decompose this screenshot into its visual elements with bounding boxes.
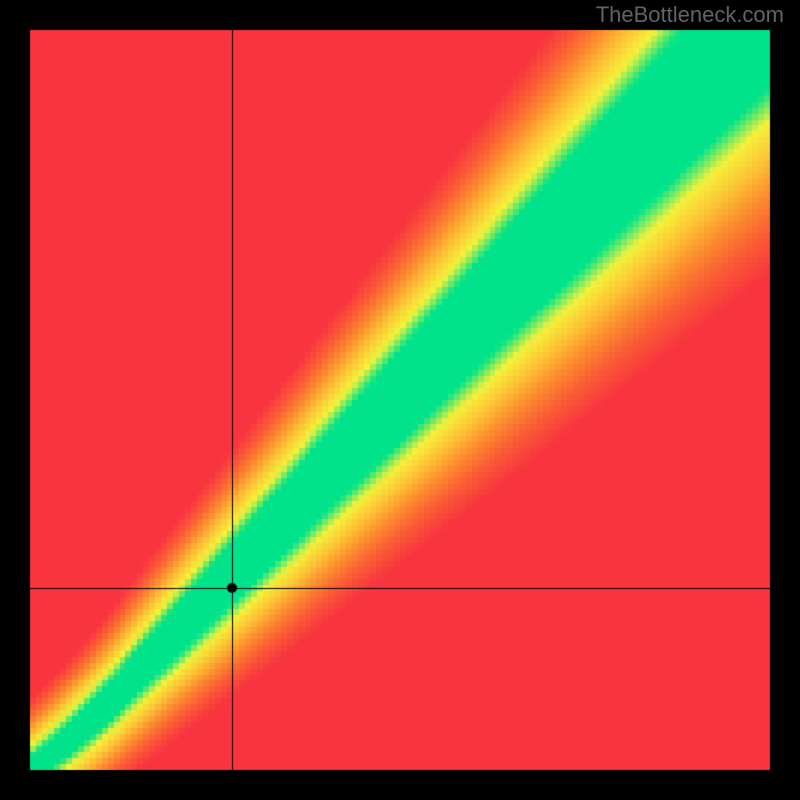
chart-container: TheBottleneck.com bbox=[0, 0, 800, 800]
watermark-text: TheBottleneck.com bbox=[596, 2, 784, 28]
heatmap-canvas bbox=[0, 0, 800, 800]
